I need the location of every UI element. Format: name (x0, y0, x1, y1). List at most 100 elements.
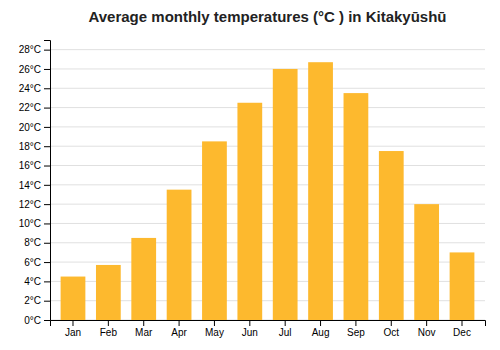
x-tick-mark (72, 320, 73, 326)
grid-line (50, 184, 485, 185)
plot: Jan Feb Mar Apr May Jun Jul Aug Sep Oct Nov Dec 0°C 2… (19, 41, 486, 339)
y-tick-mark (44, 108, 50, 109)
x-tick-mark (462, 320, 463, 326)
x-tick-mark (426, 320, 427, 326)
x-tick-label: Dec (453, 327, 471, 338)
x-tick-mark (108, 320, 109, 326)
bar (202, 141, 227, 320)
y-tick-label: 14°C (19, 180, 41, 191)
y-tick: 22°C (19, 102, 50, 113)
y-tick-mark (44, 204, 50, 205)
x-tick-label: Feb (100, 327, 118, 338)
x-tick-label: Mar (135, 327, 153, 338)
y-tick-mark (44, 281, 50, 282)
bar (167, 190, 192, 320)
y-tick-label: 22°C (19, 102, 41, 113)
y-tick: 20°C (19, 122, 50, 133)
y-tick-label: 24°C (19, 83, 41, 94)
x-tick-label: Nov (418, 327, 436, 338)
grid-line (50, 126, 485, 127)
x-tick: Jul (279, 320, 292, 338)
y-tick: 18°C (19, 141, 50, 152)
y-tick-label: 16°C (19, 160, 41, 171)
x-tick-mark (214, 320, 215, 326)
x-tick: Nov (418, 320, 436, 338)
y-tick-label: 0°C (24, 315, 41, 326)
y-tick: 12°C (19, 199, 50, 210)
y-tick: 8°C (24, 237, 50, 248)
grid-line (50, 49, 485, 50)
x-tick-label: Jan (65, 327, 81, 338)
x-tick-label: Oct (383, 327, 399, 338)
y-tick-label: 12°C (19, 199, 41, 210)
y-tick-mark (44, 127, 50, 128)
y-tick-mark (44, 320, 50, 321)
x-tick: Mar (135, 320, 153, 338)
x-tick: Dec (453, 320, 471, 338)
title: Average monthly temperatures (°C ) in Ki… (88, 8, 446, 25)
y-tick: 0°C (24, 315, 50, 326)
grid-line (50, 107, 485, 108)
bar (344, 93, 369, 320)
x-tick-label: May (205, 327, 224, 338)
bar (273, 69, 298, 320)
y-tick-mark (44, 69, 50, 70)
y-tick-label: 6°C (24, 257, 41, 268)
y-tick-label: 4°C (24, 276, 41, 287)
bar (131, 238, 156, 320)
x-tick-label: Jul (279, 327, 292, 338)
grid (50, 50, 485, 320)
x-tick: Sep (347, 320, 365, 338)
x-tick-mark (249, 320, 250, 326)
grid-line (50, 165, 485, 166)
y-tick-label: 28°C (19, 44, 41, 55)
y-tick: 28°C (19, 44, 50, 55)
y-axis-line (44, 41, 51, 321)
chart-svg: Jan Feb Mar Apr May Jun Jul Aug Sep Oct Nov Dec 0°C 2… (0, 0, 500, 350)
x-tick-mark (285, 320, 286, 326)
bar (450, 252, 475, 320)
y-tick-mark (44, 146, 50, 147)
x-tick-label: Jun (242, 327, 258, 338)
x-tick-mark (179, 320, 180, 326)
x-tick-label: Aug (312, 327, 330, 338)
x-tick-label: Sep (347, 327, 365, 338)
bar (414, 204, 439, 320)
grid-line (50, 68, 485, 69)
y-tick-label: 10°C (19, 218, 41, 229)
y-tick: 24°C (19, 83, 50, 94)
x-tick: Aug (312, 320, 330, 338)
y-tick-mark (44, 301, 50, 302)
y-tick-mark (44, 185, 50, 186)
bars (61, 62, 475, 320)
y-tick-label: 26°C (19, 64, 41, 75)
y-tick: 10°C (19, 218, 50, 229)
y-tick-mark (44, 262, 50, 263)
bar (61, 277, 86, 320)
y-tick: 14°C (19, 180, 50, 191)
bar (308, 62, 333, 320)
bar (96, 265, 121, 320)
x-tick-mark (355, 320, 356, 326)
y-tick-mark (44, 243, 50, 244)
y-axis: 0°C 2°C 4°C 6°C 8°C 10°C 12°C 14°C 16°C 18°C 20°C 2… (19, 41, 51, 326)
x-tick: Apr (171, 320, 187, 338)
x-tick: Jun (242, 320, 258, 338)
x-tick-mark (320, 320, 321, 326)
y-tick: 4°C (24, 276, 50, 287)
bar (379, 151, 404, 320)
y-tick-label: 2°C (24, 295, 41, 306)
x-axis: Jan Feb Mar Apr May Jun Jul Aug Sep Oct Nov Dec (51, 320, 486, 338)
x-tick-label: Apr (171, 327, 187, 338)
y-tick: 26°C (19, 64, 50, 75)
x-tick-mark (391, 320, 392, 326)
y-tick: 2°C (24, 295, 50, 306)
x-axis-line (51, 321, 486, 327)
grid-line (50, 146, 485, 147)
y-tick-mark (44, 166, 50, 167)
y-tick: 6°C (24, 257, 50, 268)
grid-line (50, 88, 485, 89)
y-tick-mark (44, 50, 50, 51)
y-tick-mark (44, 88, 50, 89)
x-tick: Jan (65, 320, 81, 338)
